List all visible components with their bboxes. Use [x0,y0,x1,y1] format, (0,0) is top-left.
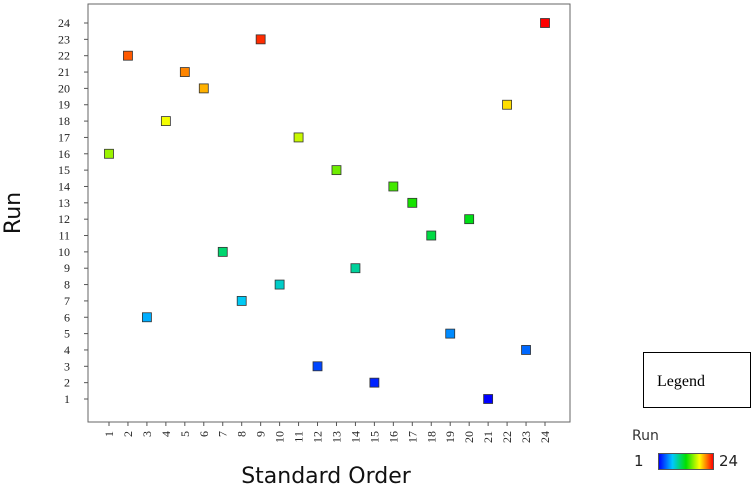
x-tick-label: 4 [159,431,173,437]
colorbar-max-label: 24 [719,452,739,470]
y-tick-label: 18 [58,114,70,128]
data-point [255,34,266,45]
y-tick-label: 20 [58,81,70,95]
y-tick-label: 13 [58,196,70,210]
y-tick-label: 19 [58,98,70,112]
data-point [521,345,531,355]
y-tick-label: 12 [58,212,70,226]
x-tick-label: 11 [292,431,306,443]
y-tick-label: 4 [64,343,70,357]
data-point [331,165,342,176]
data-point [502,99,512,110]
x-tick-label: 20 [462,431,476,443]
data-point [445,328,456,339]
x-tick-label: 9 [254,431,268,437]
data-point [464,214,475,225]
y-tick-label: 7 [64,294,70,308]
legend-label: Legend [657,373,705,390]
y-tick-label: 22 [58,49,70,63]
x-tick-label: 6 [197,431,211,437]
x-tick-label: 1 [102,431,116,437]
y-tick-label: 10 [58,245,70,259]
y-tick-label: 21 [58,65,70,79]
data-point [407,197,418,208]
x-tick-label: 7 [216,431,230,437]
x-tick-label: 19 [443,431,457,443]
y-tick-label: 6 [64,310,70,324]
plot-area [87,3,571,423]
y-tick-label: 2 [64,376,70,390]
data-point [274,279,285,290]
x-tick-label: 12 [311,431,325,443]
data-point [236,296,247,306]
data-point [369,377,380,388]
y-tick-label: 15 [58,163,70,177]
x-tick-label: 3 [140,431,154,437]
x-axis-ticks: 1 2 3 4 5 6 7 8 9 10 11 12 13 14 15 16 17 18 19 20 21 22 23 24 [102,422,552,443]
y-tick-label: 9 [64,261,70,275]
y-tick-label: 11 [58,229,70,243]
x-tick-label: 13 [329,431,343,443]
data-point [142,312,152,323]
data-point [217,246,228,257]
y-tick-label: 5 [64,327,70,341]
y-tick-label: 3 [64,359,70,373]
y-tick-label: 1 [64,392,70,406]
x-tick-label: 2 [121,431,135,437]
y-tick-label: 8 [64,278,70,292]
y-tick-label: 23 [58,32,70,46]
data-point [123,50,133,61]
x-tick-label: 23 [519,431,533,443]
data-point [388,181,399,192]
colorbar-gradient [658,453,714,470]
legend-box: Legend [643,352,751,408]
x-tick-label: 18 [424,431,438,443]
x-tick-label: 10 [273,431,287,443]
data-point [160,116,171,126]
data-point [104,148,114,159]
data-points [104,18,550,404]
x-axis-title: Standard Order [241,464,412,487]
data-point [483,394,494,404]
data-point [426,230,437,241]
data-point [312,361,323,372]
y-tick-label: 16 [58,147,70,161]
data-point [350,263,361,274]
data-point [293,132,304,143]
colorbar-title: Run [632,428,659,444]
data-point [198,83,209,94]
y-tick-label: 24 [58,16,70,30]
x-tick-label: 24 [538,431,552,443]
x-tick-label: 8 [235,431,249,437]
y-tick-label: 14 [58,179,70,193]
x-tick-label: 21 [481,431,495,443]
data-point [540,18,550,28]
y-tick-label: 17 [58,130,70,144]
x-tick-label: 15 [367,431,381,443]
x-tick-label: 22 [500,431,514,443]
x-tick-label: 5 [178,431,192,437]
colorbar-min-label: 1 [634,452,644,470]
x-tick-label: 16 [386,431,400,443]
data-point [179,67,190,77]
x-tick-label: 14 [348,431,362,443]
x-tick-label: 17 [405,431,419,443]
y-axis-title: Run [1,192,26,234]
